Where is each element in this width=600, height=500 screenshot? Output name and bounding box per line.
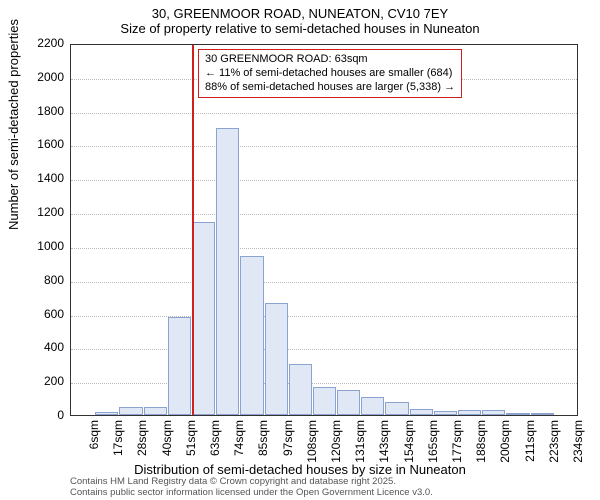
ytick-label: 600	[24, 307, 64, 321]
xtick-label: 234sqm	[571, 420, 585, 480]
gridline	[71, 248, 577, 249]
histogram-bar	[482, 410, 505, 415]
histogram-bar	[410, 409, 433, 415]
xtick-label: 85sqm	[256, 420, 270, 480]
gridline	[71, 316, 577, 317]
xtick-label: 177sqm	[450, 420, 464, 480]
xtick-label: 28sqm	[135, 420, 149, 480]
chart-container: 30, GREENMOOR ROAD, NUNEATON, CV10 7EY S…	[0, 0, 600, 500]
xtick-label: 143sqm	[377, 420, 391, 480]
annotation-line1: 30 GREENMOOR ROAD: 63sqm	[205, 53, 455, 67]
xtick-label: 131sqm	[353, 420, 367, 480]
gridline	[71, 113, 577, 114]
ytick-label: 2000	[24, 70, 64, 84]
plot-area: 30 GREENMOOR ROAD: 63sqm ← 11% of semi-d…	[70, 44, 578, 416]
histogram-bar	[337, 390, 360, 415]
xtick-label: 6sqm	[87, 420, 101, 480]
ytick-label: 800	[24, 273, 64, 287]
ytick-label: 1600	[24, 137, 64, 151]
histogram-bar	[192, 222, 215, 415]
xtick-label: 40sqm	[160, 420, 174, 480]
histogram-bar	[531, 413, 554, 415]
histogram-bar	[458, 410, 481, 415]
histogram-bar	[119, 407, 142, 415]
histogram-bar	[216, 128, 239, 415]
ytick-label: 1000	[24, 239, 64, 253]
xtick-label: 211sqm	[523, 420, 537, 480]
xtick-label: 200sqm	[498, 420, 512, 480]
histogram-bar	[144, 407, 167, 415]
gridline	[71, 146, 577, 147]
xtick-label: 188sqm	[474, 420, 488, 480]
xtick-label: 97sqm	[281, 420, 295, 480]
annotation-box: 30 GREENMOOR ROAD: 63sqm ← 11% of semi-d…	[198, 49, 462, 98]
xtick-label: 108sqm	[305, 420, 319, 480]
ytick-label: 1800	[24, 104, 64, 118]
histogram-bar	[506, 413, 529, 415]
title-main: 30, GREENMOOR ROAD, NUNEATON, CV10 7EY	[0, 0, 600, 21]
title-sub: Size of property relative to semi-detach…	[0, 21, 600, 40]
histogram-bar	[168, 317, 191, 415]
histogram-bar	[361, 397, 384, 415]
xtick-label: 74sqm	[232, 420, 246, 480]
histogram-bar	[385, 402, 408, 415]
histogram-bar	[434, 411, 457, 415]
xtick-label: 63sqm	[208, 420, 222, 480]
histogram-bar	[95, 412, 118, 415]
gridline	[71, 180, 577, 181]
annotation-line3: 88% of semi-detached houses are larger (…	[205, 81, 455, 95]
gridline	[71, 214, 577, 215]
annotation-line2: ← 11% of semi-detached houses are smalle…	[205, 67, 455, 81]
xtick-label: 17sqm	[111, 420, 125, 480]
xtick-label: 223sqm	[547, 420, 561, 480]
ytick-label: 200	[24, 374, 64, 388]
attribution: Contains HM Land Registry data © Crown c…	[70, 477, 433, 498]
histogram-bar	[240, 256, 263, 415]
histogram-bar	[265, 303, 288, 415]
ytick-label: 0	[24, 408, 64, 422]
ytick-label: 1200	[24, 205, 64, 219]
gridline	[71, 282, 577, 283]
ytick-label: 2200	[24, 36, 64, 50]
marker-line	[192, 45, 194, 415]
y-axis-label: Number of semi-detached properties	[6, 19, 21, 230]
histogram-bar	[313, 387, 336, 415]
gridline	[71, 383, 577, 384]
xtick-label: 165sqm	[426, 420, 440, 480]
xtick-label: 120sqm	[329, 420, 343, 480]
gridline	[71, 349, 577, 350]
ytick-label: 400	[24, 340, 64, 354]
attribution-line2: Contains public sector information licen…	[70, 488, 433, 498]
ytick-label: 1400	[24, 171, 64, 185]
xtick-label: 154sqm	[402, 420, 416, 480]
histogram-bar	[289, 364, 312, 415]
xtick-label: 51sqm	[184, 420, 198, 480]
